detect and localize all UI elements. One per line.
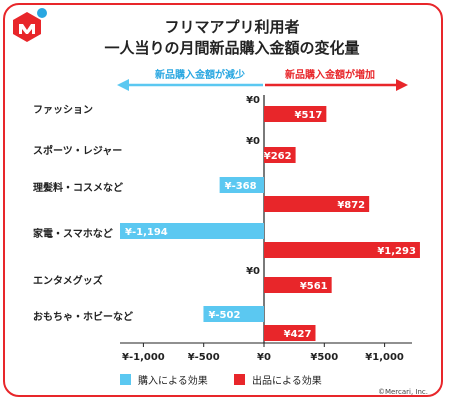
bar-sell <box>264 147 296 163</box>
legend-label-buy: 購入による効果 <box>138 374 208 387</box>
category-label: 家電・スマホなど <box>33 227 113 240</box>
bar-label-buy: ¥-1,194 <box>125 227 168 238</box>
bar-label-buy: ¥0 <box>246 266 260 277</box>
bar-label-sell: ¥427 <box>284 329 312 340</box>
copyright: ©Mercari, Inc. <box>378 388 428 396</box>
category-label: ファッション <box>33 104 93 116</box>
x-tick-label: ¥500 <box>310 352 338 363</box>
bar-label-sell: ¥517 <box>295 110 323 121</box>
decrease-label: 新品購入金額が減少 <box>155 68 245 81</box>
legend-label-sell: 出品による効果 <box>252 374 322 387</box>
legend-swatch-sell <box>234 374 245 385</box>
logo-dot <box>37 8 47 18</box>
chart-frame <box>3 3 443 397</box>
chart-title-line1: フリマアプリ利用者 <box>164 18 299 36</box>
bar-label-sell: ¥872 <box>337 200 365 211</box>
category-label: おもちゃ・ホビーなど <box>33 310 133 323</box>
bar-label-buy: ¥0 <box>246 136 260 147</box>
increase-label: 新品購入金額が増加 <box>285 68 375 81</box>
x-tick-label: ¥1,000 <box>365 352 404 363</box>
bar-sell <box>264 106 327 122</box>
plot-area: ¥-1,000 ¥-500 ¥0 ¥500 ¥1,000 ファッション ¥0 ¥517 スポーツ… <box>33 95 420 363</box>
x-tick-label: ¥0 <box>257 352 271 363</box>
bar-label-sell: ¥561 <box>300 281 328 292</box>
mercari-logo <box>13 8 47 42</box>
chart-title-line2: 一人当りの月間新品購入金額の変化量 <box>104 39 359 57</box>
legend-swatch-buy <box>120 374 131 385</box>
category-label: スポーツ・レジャー <box>33 144 122 157</box>
bar-sell <box>264 325 316 341</box>
x-tick-label: ¥-1,000 <box>122 352 165 363</box>
increase-arrow <box>265 79 408 91</box>
category-label: 理髪料・コスメなど <box>33 181 123 194</box>
bar-buy <box>219 177 264 193</box>
bar-label-buy: ¥0 <box>246 95 260 106</box>
bar-buy <box>203 306 264 322</box>
bar-sell <box>264 196 370 212</box>
bar-sell <box>264 277 332 293</box>
bar-buy <box>120 223 264 239</box>
bar-label-buy: ¥-368 <box>225 181 257 192</box>
bar-label-sell: ¥262 <box>264 151 292 162</box>
bar-label-buy: ¥-502 <box>208 310 240 321</box>
bar-sell <box>264 242 420 258</box>
x-tick-label: ¥-500 <box>188 352 220 363</box>
bar-label-sell: ¥1,293 <box>377 246 416 257</box>
category-label: エンタメグッズ <box>33 274 103 287</box>
decrease-arrow <box>117 79 263 91</box>
